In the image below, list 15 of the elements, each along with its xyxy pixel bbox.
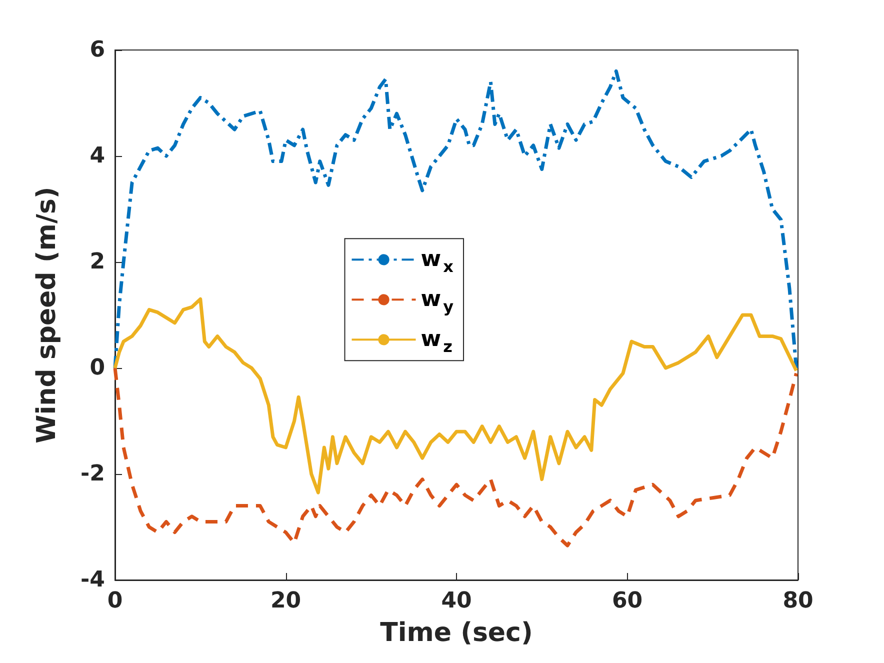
y-axis-title: Wind speed (m/s) <box>32 186 62 444</box>
y-tick-label: 4 <box>90 144 105 168</box>
line-series <box>113 69 798 370</box>
y-tick-label: 0 <box>90 356 105 380</box>
x-axis-title: Time (sec) <box>380 618 533 648</box>
x-tick-label: 20 <box>270 588 302 614</box>
x-tick-label: 60 <box>612 588 643 614</box>
y-tick-label: 6 <box>90 38 105 62</box>
x-tick-label: 0 <box>107 588 123 614</box>
y-tick-label: 2 <box>90 250 105 274</box>
x-tick-label: 80 <box>782 588 814 614</box>
y-tick-label: -2 <box>80 462 105 486</box>
y-tick-label: -4 <box>80 568 105 592</box>
x-tick-label: 40 <box>441 588 472 614</box>
line-series <box>113 366 798 548</box>
